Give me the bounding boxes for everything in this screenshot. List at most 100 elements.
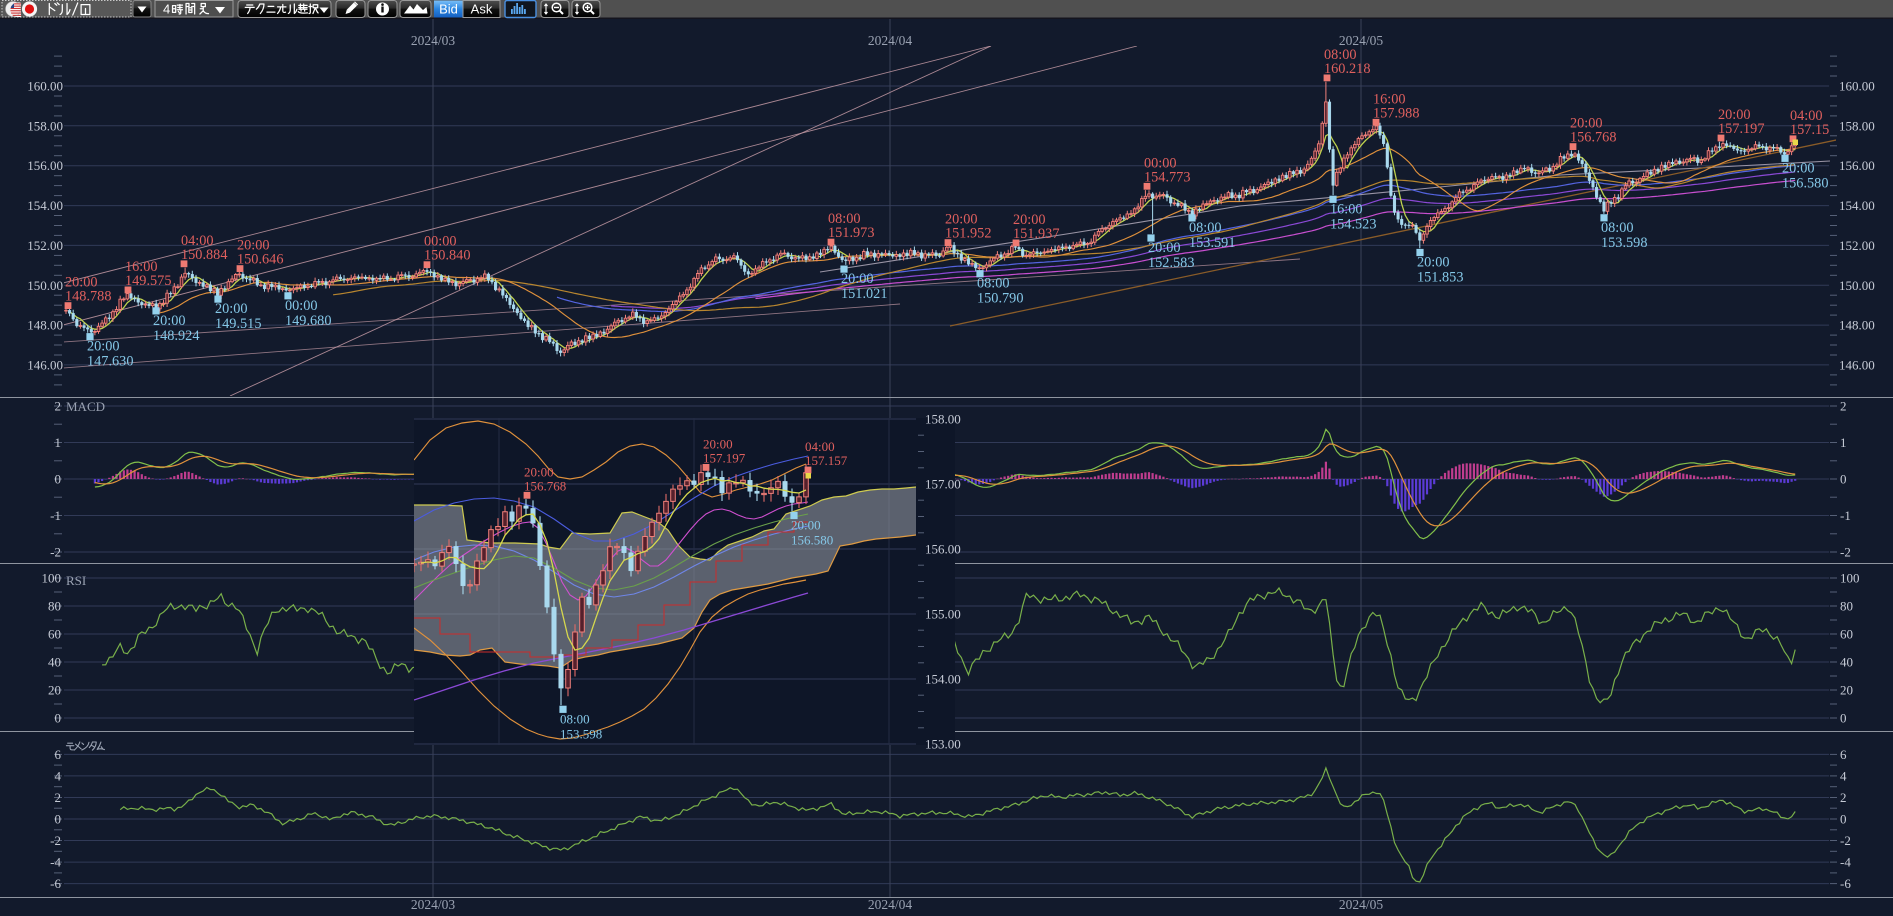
svg-text:152.583: 152.583 [1148,255,1194,271]
svg-text:20:00: 20:00 [791,518,821,533]
svg-text:157.00: 157.00 [925,477,961,492]
svg-text:RSI: RSI [66,573,86,588]
svg-text:151.937: 151.937 [1013,226,1059,242]
svg-text:2024/03: 2024/03 [411,897,456,912]
svg-text:20:00: 20:00 [1013,212,1046,228]
svg-text:20:00: 20:00 [1570,116,1603,132]
svg-text:20:00: 20:00 [945,212,978,228]
svg-text:60: 60 [48,627,61,642]
svg-text:153.00: 153.00 [925,737,961,752]
svg-text:160.00: 160.00 [1839,79,1875,94]
svg-text:153.591: 153.591 [1189,235,1235,251]
svg-text:20:00: 20:00 [215,301,248,317]
svg-text:20:00: 20:00 [65,275,98,291]
svg-text:20:00: 20:00 [1718,107,1751,123]
svg-text:100: 100 [42,571,62,586]
svg-text:2024/04: 2024/04 [868,33,913,48]
svg-text:08:00: 08:00 [977,276,1010,292]
svg-text:2024/03: 2024/03 [411,33,456,48]
svg-text:4: 4 [163,2,170,17]
svg-text:-6: -6 [1840,876,1851,891]
svg-text:154.523: 154.523 [1330,216,1376,232]
svg-text:154.773: 154.773 [1144,169,1190,185]
svg-text:157.15: 157.15 [1790,122,1829,138]
svg-text:20:00: 20:00 [1417,255,1450,271]
svg-text:158.00: 158.00 [27,118,63,133]
svg-text:149.515: 149.515 [215,316,261,332]
svg-text:153.598: 153.598 [560,726,602,741]
svg-text:-2: -2 [50,545,61,560]
svg-text:80: 80 [1840,599,1853,614]
svg-text:MACD: MACD [66,399,105,414]
svg-text:151.853: 151.853 [1417,270,1463,286]
svg-text:0: 0 [1840,472,1847,487]
svg-text:6: 6 [55,747,62,762]
svg-text:Bid: Bid [439,2,458,17]
svg-text:-1: -1 [50,508,61,523]
svg-text:20:00: 20:00 [524,464,554,479]
svg-text:0: 0 [55,812,62,827]
svg-text:20:00: 20:00 [1782,160,1815,176]
svg-text:00:00: 00:00 [424,234,457,250]
svg-text:00:00: 00:00 [1144,155,1177,171]
svg-text:20:00: 20:00 [153,313,186,329]
svg-text:152.00: 152.00 [1839,238,1875,253]
svg-text:4: 4 [1840,768,1847,783]
svg-text:-2: -2 [1840,833,1851,848]
svg-text:0: 0 [1840,711,1847,726]
svg-text:20: 20 [1840,683,1853,698]
svg-text:60: 60 [1840,627,1853,642]
svg-text:156.580: 156.580 [1782,175,1828,191]
svg-text:1: 1 [1840,435,1847,450]
svg-text:08:00: 08:00 [1189,220,1222,236]
svg-text:154.00: 154.00 [925,672,961,687]
svg-text:158.00: 158.00 [925,412,961,427]
svg-text:6: 6 [1840,747,1847,762]
svg-text:08:00: 08:00 [1324,47,1357,63]
svg-text:148.788: 148.788 [65,289,111,305]
svg-text:16:00: 16:00 [1330,201,1363,217]
svg-text:-6: -6 [50,876,61,891]
svg-text:2024/04: 2024/04 [868,897,913,912]
svg-text:148.924: 148.924 [153,328,199,344]
svg-text:04:00: 04:00 [805,439,835,454]
svg-text:150.840: 150.840 [424,248,470,264]
svg-text:153.598: 153.598 [1601,235,1647,251]
svg-text:00:00: 00:00 [285,298,318,314]
svg-text:20:00: 20:00 [237,238,270,254]
svg-text:156.00: 156.00 [1839,158,1875,173]
svg-text:08:00: 08:00 [1601,220,1634,236]
svg-text:04:00: 04:00 [181,233,214,249]
svg-text:151.021: 151.021 [841,286,887,302]
svg-text:149.575: 149.575 [125,273,171,289]
svg-text:150.884: 150.884 [181,247,227,263]
svg-text:100: 100 [1840,571,1860,586]
svg-text:152.00: 152.00 [27,238,63,253]
svg-text:160.00: 160.00 [27,79,63,94]
svg-text:08:00: 08:00 [828,211,861,227]
svg-text:156.768: 156.768 [1570,130,1616,146]
svg-text:2024/05: 2024/05 [1339,897,1384,912]
svg-text:16:00: 16:00 [1373,91,1406,107]
svg-text:151.973: 151.973 [828,225,874,241]
svg-text:158.00: 158.00 [1839,118,1875,133]
svg-text:-2: -2 [50,833,61,848]
svg-text:40: 40 [1840,655,1853,670]
svg-text:08:00: 08:00 [560,711,590,726]
svg-text:-4: -4 [1840,855,1851,870]
svg-text:-2: -2 [1840,545,1851,560]
svg-text:2024/05: 2024/05 [1339,33,1384,48]
svg-text:146.00: 146.00 [1839,357,1875,372]
svg-text:40: 40 [48,655,61,670]
svg-text:156.580: 156.580 [791,533,833,548]
svg-text:156.00: 156.00 [27,158,63,173]
svg-text:154.00: 154.00 [27,198,63,213]
svg-text:0: 0 [55,472,62,487]
svg-text:157.157: 157.157 [805,453,848,468]
svg-text:04:00: 04:00 [1790,108,1823,124]
svg-text:148.00: 148.00 [27,318,63,333]
svg-text:20:00: 20:00 [841,271,874,287]
svg-text:2: 2 [55,399,62,414]
svg-text:20:00: 20:00 [1148,240,1181,256]
svg-text:157.988: 157.988 [1373,105,1419,121]
